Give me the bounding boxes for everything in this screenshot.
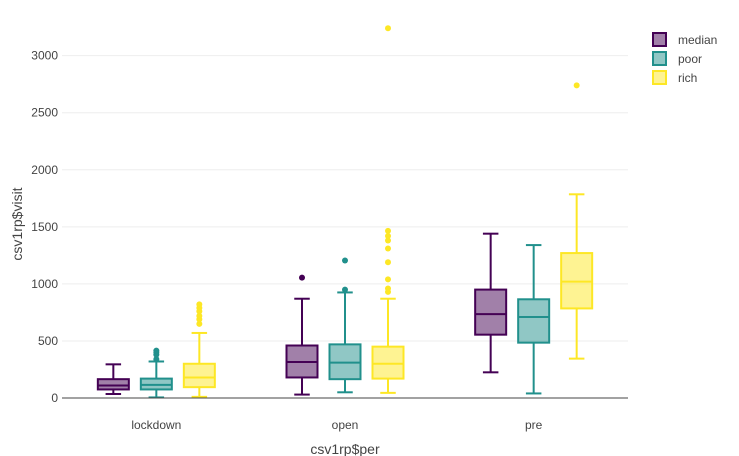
box-rich-open (371, 25, 405, 394)
y-tick-label: 2000 (31, 163, 58, 177)
plot-area (96, 25, 594, 399)
y-axis-ticks: 0 500 1000 1500 2000 2500 3000 (31, 49, 58, 405)
box-poor-pre (517, 244, 551, 395)
y-tick-label: 1500 (31, 220, 58, 234)
outlier-point (385, 25, 391, 32)
box-rich-pre (560, 82, 594, 360)
x-tick-label: pre (525, 418, 543, 432)
outlier-point (385, 245, 391, 252)
box-median-lockdown (96, 363, 130, 396)
outlier-point (299, 274, 305, 281)
outlier-point (196, 312, 203, 319)
box-iqr (96, 378, 130, 391)
outlier-point (153, 356, 160, 363)
x-tick-label: open (332, 418, 359, 432)
box-iqr (182, 362, 216, 389)
y-tick-label: 2500 (31, 106, 58, 120)
y-tick-label: 1000 (31, 277, 58, 291)
x-axis-title: csv1rp$per (310, 441, 380, 456)
legend-label: poor (678, 52, 702, 66)
series-rich (182, 25, 594, 398)
legend-swatch (652, 51, 667, 66)
box-median-pre (474, 232, 508, 374)
x-axis-ticks: lockdown open pre (131, 418, 542, 432)
legend-item-rich[interactable]: rich (652, 70, 697, 85)
outlier-point (342, 257, 348, 264)
legend-swatch (652, 32, 667, 47)
box-iqr (474, 288, 508, 336)
outlier-point (342, 286, 348, 293)
box-median-open (285, 274, 319, 396)
y-tick-label: 3000 (31, 49, 58, 63)
box-iqr (371, 345, 405, 380)
legend-label: median (678, 33, 717, 47)
x-tick-label: lockdown (131, 418, 181, 432)
legend-item-poor[interactable]: poor (652, 51, 702, 66)
y-tick-label: 500 (38, 334, 58, 348)
outlier-point (385, 232, 391, 239)
outlier-point (385, 237, 391, 244)
y-axis-title: csv1rp$visit (9, 187, 25, 260)
legend: median poor rich (652, 32, 717, 85)
series-median (96, 232, 508, 396)
outlier-point (385, 285, 391, 292)
box-rich-lockdown (182, 301, 216, 398)
outlier-point (573, 82, 580, 89)
series-poor (139, 244, 551, 399)
outlier-point (385, 259, 391, 266)
outlier-point (385, 276, 391, 283)
legend-item-median[interactable]: median (652, 32, 717, 47)
outlier-point (196, 320, 203, 327)
box-poor-lockdown (139, 347, 173, 399)
outlier-point (196, 301, 203, 308)
outlier-point (385, 227, 391, 234)
outlier-point (153, 347, 160, 354)
legend-swatch (652, 70, 667, 85)
box-iqr (517, 298, 551, 344)
y-tick-label: 0 (51, 391, 58, 405)
box-poor-open (328, 257, 362, 394)
legend-label: rich (678, 71, 697, 85)
